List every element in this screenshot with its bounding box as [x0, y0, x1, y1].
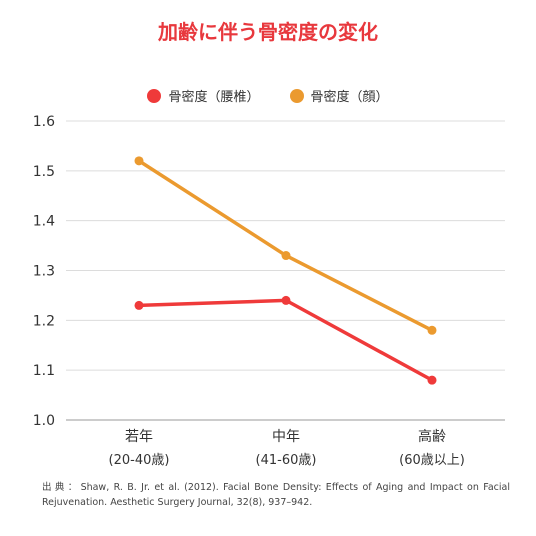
y-tick-label: 1.1	[33, 363, 55, 379]
x-tick-sublabel: (20-40歳)	[109, 453, 170, 468]
x-tick-sublabel: (60歳以上)	[399, 453, 465, 468]
legend-item-lumbar: 骨密度（腰椎）	[147, 86, 260, 105]
source-text: Shaw, R. B. Jr. et al. (2012). Facial Bo…	[42, 482, 510, 508]
y-tick-label: 1.0	[33, 413, 55, 429]
legend-item-face: 骨密度（顔）	[289, 86, 389, 105]
legend-label-face: 骨密度（顔）	[310, 90, 389, 105]
x-tick-label: 中年	[272, 429, 300, 445]
x-tick-label: 若年	[125, 429, 153, 445]
series-line-0	[137, 298, 434, 382]
legend-marker-lumbar	[147, 88, 162, 103]
chart-title: 加齢に伴う骨密度の変化	[158, 20, 378, 44]
x-tick-label: 高齢	[418, 428, 446, 445]
data-point	[134, 300, 144, 310]
source-label: 出典：	[42, 482, 81, 493]
x-tick-sublabel: (41-60歳)	[256, 453, 317, 468]
y-tick-label: 1.5	[33, 164, 55, 180]
legend: 骨密度（腰椎） 骨密度（顔）	[0, 86, 536, 105]
data-point	[427, 325, 437, 335]
legend-marker-face	[289, 88, 304, 103]
y-tick-label: 1.4	[33, 214, 55, 230]
y-tick-label: 1.2	[33, 313, 55, 329]
data-point	[134, 156, 144, 166]
data-point	[427, 375, 437, 385]
y-tick-label: 1.6	[33, 114, 55, 130]
y-tick-label: 1.3	[33, 264, 55, 280]
source-citation: 出典：Shaw, R. B. Jr. et al. (2012). Facial…	[42, 480, 510, 510]
data-point	[281, 295, 291, 305]
legend-label-lumbar: 骨密度（腰椎）	[168, 90, 260, 105]
data-point	[281, 251, 291, 261]
